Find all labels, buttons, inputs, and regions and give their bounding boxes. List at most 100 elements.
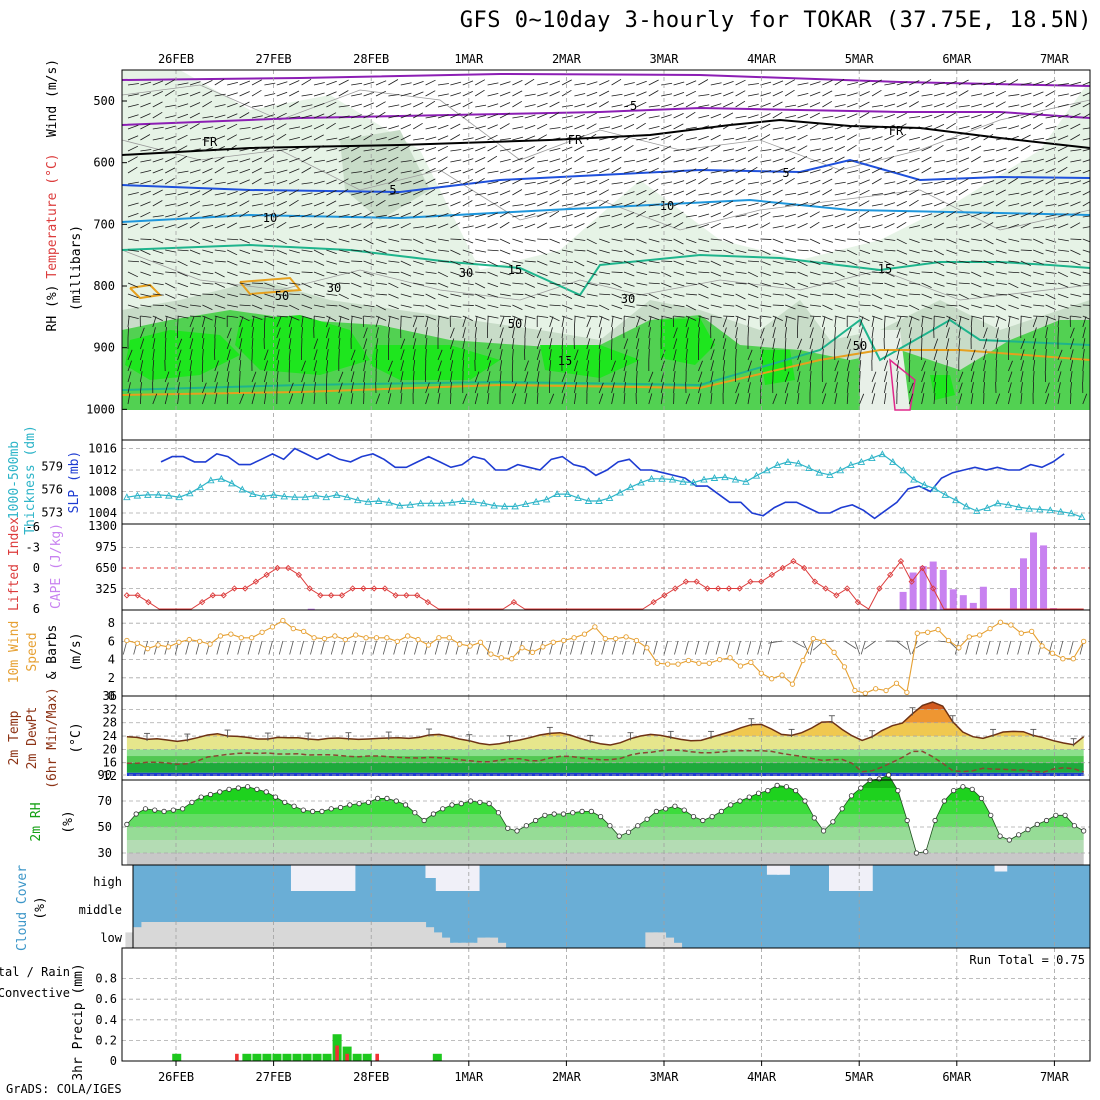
wind10m-barb	[445, 640, 450, 655]
wind10m-point	[311, 635, 317, 641]
wind-barb	[884, 124, 895, 130]
wind-barb	[946, 122, 956, 130]
wind-barb	[437, 213, 449, 218]
wind-barb	[487, 170, 499, 174]
wind-barb	[760, 159, 772, 163]
wind-barb	[921, 213, 933, 218]
wind10m-barb	[736, 640, 741, 655]
wind-barb	[1020, 222, 1031, 229]
wind-barb	[375, 101, 386, 108]
wind-barb	[475, 115, 487, 119]
rh2m-point	[839, 806, 845, 812]
wind-barb	[896, 260, 908, 266]
wind-barb	[797, 145, 808, 152]
wind-barb	[388, 393, 392, 405]
wind-barb	[636, 304, 648, 307]
wind10m-barb	[1058, 640, 1064, 655]
wind-barb	[648, 105, 660, 108]
wind-barb	[797, 113, 809, 119]
wind-barb	[1070, 282, 1082, 287]
rh-patch-upper	[340, 130, 430, 220]
wind-barb	[834, 223, 846, 229]
wind-barb	[760, 190, 771, 196]
lifted-point	[650, 599, 657, 606]
wind-barb	[1020, 160, 1032, 163]
wind-barb	[661, 181, 673, 185]
wind-barb	[499, 381, 501, 394]
lifted-tick: -3	[26, 541, 40, 555]
wind-barb	[127, 93, 139, 97]
wind-barb	[1033, 169, 1044, 174]
wind-barb	[723, 158, 734, 163]
wind-barb	[797, 271, 808, 277]
wind-barb	[735, 224, 747, 229]
wind-barb	[784, 371, 790, 383]
wind-barb	[636, 327, 640, 339]
wind-barb	[524, 166, 535, 174]
wind-barb	[636, 200, 647, 207]
wind-barb	[487, 349, 492, 361]
wind-barb	[747, 249, 759, 252]
wind-barb	[226, 392, 229, 405]
rh2m-point	[458, 800, 464, 807]
thickness-point	[983, 503, 992, 511]
wind-barb	[735, 393, 740, 405]
wind-barb	[375, 349, 378, 361]
wind-barb	[400, 222, 411, 229]
wind-barb	[1008, 94, 1020, 97]
wind-barb	[474, 177, 485, 185]
wind-barb	[388, 114, 400, 119]
wind-barb	[127, 213, 139, 218]
wind-barb	[1057, 166, 1068, 174]
wind-barb	[586, 338, 591, 350]
temp2m-band	[126, 762, 1084, 773]
wind-barb	[536, 360, 541, 372]
wind-barb	[1020, 82, 1032, 86]
thickness-point	[773, 461, 782, 468]
wind-barb	[202, 90, 213, 97]
wind-barb	[512, 238, 523, 243]
wind-barb	[537, 81, 548, 86]
wind-barb	[946, 260, 958, 265]
wind-barb	[822, 271, 834, 275]
rh2m-point	[319, 808, 325, 815]
wind-barb	[549, 189, 560, 196]
wind-barb	[958, 293, 969, 300]
date-label-top: 28FEB	[353, 52, 389, 66]
wind-barb	[1008, 238, 1020, 242]
wind-barb	[747, 238, 759, 242]
wind-barb	[251, 327, 254, 339]
wind-barb	[599, 214, 611, 218]
wind-barb	[251, 213, 263, 218]
wind10m-barb	[278, 640, 284, 655]
wind10m-point	[467, 643, 473, 649]
wind-barb	[326, 349, 329, 361]
cloud-unit: (%)	[33, 896, 48, 919]
wind-barb	[623, 382, 626, 394]
wind-barb	[983, 123, 994, 130]
wind-barb	[450, 282, 462, 287]
wind-barb	[722, 122, 733, 130]
wind-barb	[1008, 135, 1019, 141]
wind-barb	[127, 145, 139, 152]
lifted-point	[887, 571, 894, 578]
wind-barb	[698, 192, 710, 196]
wind-barb	[772, 225, 784, 229]
wind-barb	[549, 271, 561, 275]
wind-barb	[289, 304, 300, 311]
wind-barb	[152, 158, 164, 163]
wind-barb	[140, 282, 152, 287]
wind-barb	[177, 382, 180, 394]
wind-barb	[152, 338, 156, 350]
wind-barb	[685, 178, 697, 185]
wind-barb	[1045, 115, 1057, 119]
wind-barb	[152, 349, 155, 361]
wind10m-barb	[1006, 640, 1012, 655]
wind-barb	[933, 191, 945, 196]
wind-barb	[958, 271, 970, 274]
wind-barb	[227, 159, 239, 163]
wind-barb	[189, 158, 201, 163]
wind-barb	[524, 125, 536, 130]
wind-barb	[462, 225, 474, 229]
wind-barb	[189, 221, 200, 229]
